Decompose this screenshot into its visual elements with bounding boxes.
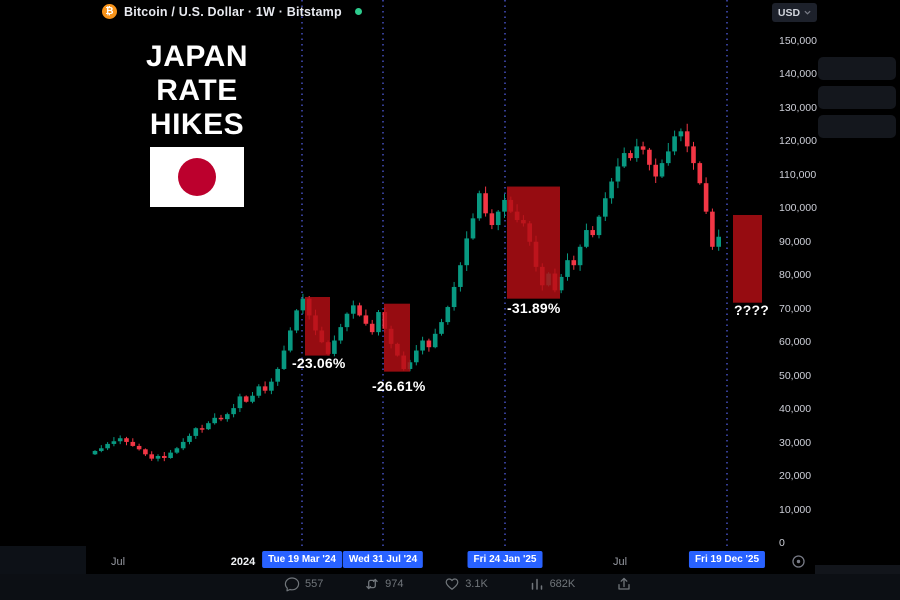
share-icon bbox=[618, 577, 630, 590]
event-boxes-layer bbox=[305, 186, 762, 372]
share-button[interactable] bbox=[616, 576, 632, 592]
views-count: 682K bbox=[549, 578, 576, 590]
event-date-badge[interactable]: Wed 31 Jul '24 bbox=[342, 551, 424, 568]
price-tick: 10,000 bbox=[779, 503, 812, 516]
event-lines-layer bbox=[301, 0, 728, 548]
price-tick: 0 bbox=[779, 537, 785, 549]
reply-icon bbox=[284, 577, 300, 592]
reply-button[interactable]: 557 bbox=[284, 576, 323, 592]
like-count: 3.1K bbox=[465, 578, 488, 590]
drawdown-box[interactable] bbox=[733, 214, 762, 303]
japan-flag-circle-icon bbox=[178, 158, 216, 196]
social-bar: 557 974 3.1K bbox=[0, 574, 900, 600]
symbol-header: ₿ Bitcoin / U.S. Dollar · 1W · Bitstamp bbox=[102, 4, 362, 19]
time-label: Jul bbox=[110, 556, 126, 568]
event-date-badge[interactable]: Fri 24 Jan '25 bbox=[467, 551, 543, 568]
price-tick: 40,000 bbox=[779, 403, 812, 416]
reply-count: 557 bbox=[305, 578, 324, 590]
repost-button[interactable]: 974 bbox=[364, 576, 403, 592]
background-panel bbox=[818, 86, 896, 109]
japan-rate-hikes-annotation: JAPAN RATE HIKES bbox=[108, 40, 286, 207]
drawdown-box[interactable] bbox=[507, 186, 560, 299]
price-tick: 30,000 bbox=[779, 436, 812, 449]
price-tick: 120,000 bbox=[779, 135, 817, 148]
event-date-badge[interactable]: Tue 19 Mar '24 bbox=[262, 551, 342, 568]
bitcoin-icon: ₿ bbox=[102, 4, 117, 19]
price-tick: 50,000 bbox=[779, 369, 812, 382]
price-tick: 80,000 bbox=[779, 269, 812, 282]
time-label: Jul bbox=[612, 556, 628, 568]
annotation-line2: RATE HIKES bbox=[149, 74, 245, 141]
currency-label: USD bbox=[777, 6, 801, 19]
price-tick: 20,000 bbox=[779, 470, 812, 483]
background-panel bbox=[818, 115, 896, 138]
annotation-line1: JAPAN bbox=[146, 40, 248, 73]
price-tick: 70,000 bbox=[779, 302, 812, 315]
currency-dropdown-button[interactable]: USD bbox=[772, 3, 817, 22]
heart-icon bbox=[445, 578, 459, 590]
chevron-down-icon bbox=[804, 10, 811, 15]
candlestick-chart[interactable] bbox=[0, 0, 900, 575]
target-icon[interactable] bbox=[790, 553, 807, 570]
japan-flag bbox=[150, 147, 244, 207]
price-axis[interactable]: 150,000 140,000 130,000 120,000 110,000 100,0… bbox=[779, 0, 834, 575]
price-tick: 140,000 bbox=[779, 68, 817, 81]
like-button[interactable]: 3.1K bbox=[444, 576, 488, 592]
repost-count: 974 bbox=[385, 578, 404, 590]
price-tick: 90,000 bbox=[779, 235, 812, 248]
analytics-icon bbox=[531, 578, 542, 590]
event-date-badge[interactable]: Fri 19 Dec '25 bbox=[688, 551, 766, 568]
views-button[interactable]: 682K bbox=[529, 576, 576, 592]
time-label: 2024 bbox=[230, 556, 256, 568]
social-actions: 557 974 3.1K bbox=[284, 576, 632, 592]
price-tick: 150,000 bbox=[779, 34, 817, 47]
price-tick: 100,000 bbox=[779, 202, 817, 215]
symbol-title[interactable]: Bitcoin / U.S. Dollar · 1W · Bitstamp bbox=[124, 4, 342, 19]
price-tick: 110,000 bbox=[779, 168, 817, 181]
time-axis[interactable]: Jul 2024 Jul Tue 19 Mar '24 Wed 31 Jul '24 Fr… bbox=[0, 548, 900, 574]
price-tick: 130,000 bbox=[779, 101, 817, 114]
repost-icon bbox=[366, 578, 378, 590]
background-panel bbox=[818, 57, 896, 80]
drawdown-box[interactable] bbox=[305, 296, 330, 356]
market-status-dot-icon bbox=[354, 8, 362, 15]
price-tick: 60,000 bbox=[779, 336, 812, 349]
drawdown-box[interactable] bbox=[384, 303, 410, 372]
